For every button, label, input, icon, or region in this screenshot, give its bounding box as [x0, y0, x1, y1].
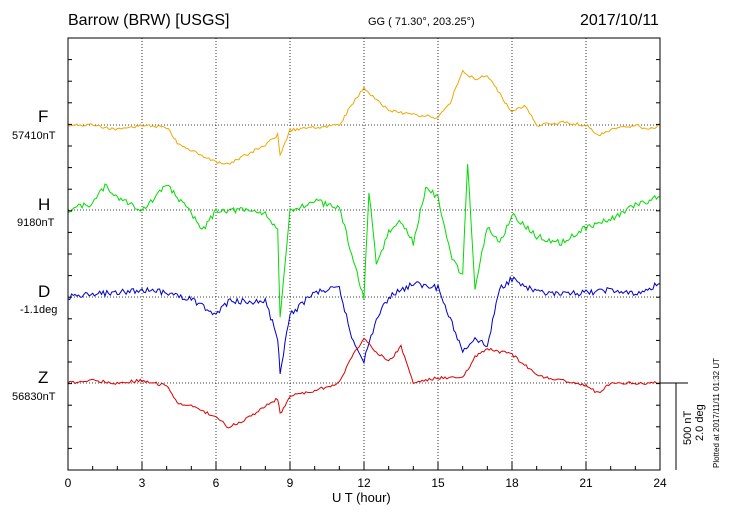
- x-tick-label: 0: [64, 476, 72, 490]
- x-tick-label: 12: [357, 476, 371, 490]
- series-line-z: [67, 337, 661, 429]
- baseline-z: 56830nT: [12, 391, 56, 403]
- x-ticks: [67, 37, 661, 470]
- series-line-d: [67, 275, 661, 374]
- x-tick-label: 18: [505, 476, 519, 490]
- scale-deg-label: 2.0 deg: [694, 404, 706, 441]
- x-tick-label: 15: [431, 476, 445, 490]
- coordinates-label: GG ( 71.30°, 203.25°): [368, 16, 475, 28]
- x-tick-label: 9: [286, 476, 294, 490]
- plotted-timestamp: Plotted at 2017/11/11 01:32 UT: [712, 357, 721, 468]
- x-tick-label: 6: [212, 476, 220, 490]
- grid: [68, 38, 660, 470]
- x-tick-label: 24: [653, 476, 667, 490]
- baseline-h: 9180nT: [17, 217, 55, 229]
- series-lines: [67, 69, 661, 429]
- series-line-f: [67, 69, 661, 165]
- station-title: Barrow (BRW) [USGS]: [68, 12, 230, 29]
- channel-label-z: Z: [38, 368, 49, 387]
- x-axis-label: U T (hour): [332, 490, 391, 505]
- x-tick-label: 3: [138, 476, 146, 490]
- date-label: 2017/10/11: [580, 12, 659, 29]
- channel-label-f: F: [38, 107, 49, 126]
- scale-nt-label: 500 nT: [682, 410, 694, 445]
- channel-label-h: H: [38, 195, 51, 214]
- baseline-d: -1.1deg: [20, 304, 58, 316]
- channel-label-d: D: [38, 282, 51, 301]
- baseline-f: 57410nT: [12, 130, 56, 142]
- x-tick-label: 21: [579, 476, 593, 490]
- series-line-h: [67, 164, 660, 318]
